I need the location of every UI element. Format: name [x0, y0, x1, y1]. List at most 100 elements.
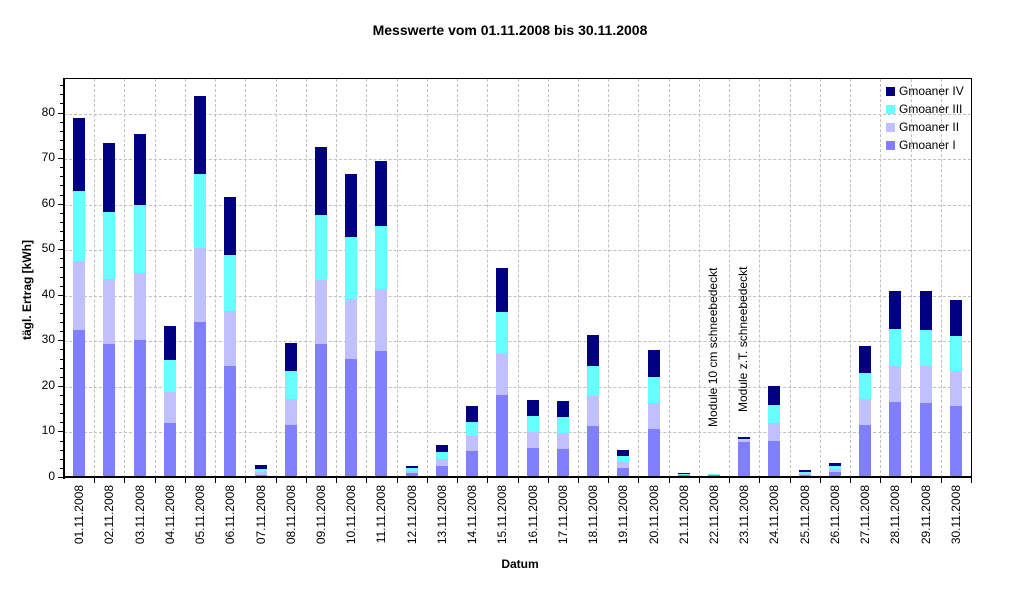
grid-line-vertical: [124, 79, 126, 478]
y-tick-minor: [60, 358, 63, 360]
bar-segment-gmoaner-iii: [194, 174, 207, 248]
bar-segment-gmoaner-i: [345, 359, 358, 478]
legend-swatch-icon: [886, 140, 895, 150]
bar-segment-gmoaner-i: [314, 344, 327, 478]
y-tick-major: [58, 431, 63, 433]
bar-segment-gmoaner-i: [73, 329, 86, 478]
bar-segment-gmoaner-i: [738, 442, 751, 478]
bar-segment-gmoaner-ii: [466, 436, 479, 452]
bar-segment-gmoaner-iv: [466, 406, 479, 422]
grid-line-vertical: [154, 79, 156, 478]
bar-segment-gmoaner-ii: [919, 365, 932, 403]
bar-segment-gmoaner-iv: [194, 95, 207, 175]
annotation-text: Module z.T. schneebedeckt: [736, 266, 751, 412]
bar-segment-gmoaner-iii: [919, 329, 932, 366]
legend-swatch-icon: [886, 104, 895, 114]
x-tick-label: 17.11.2008: [555, 485, 570, 545]
bar-segment-gmoaner-iv: [587, 334, 600, 366]
bar-segment-gmoaner-iv: [768, 385, 781, 406]
grid-line-vertical: [910, 79, 912, 478]
y-tick-label: 70: [41, 150, 55, 165]
bar-segment-gmoaner-iv: [405, 466, 418, 468]
bar-segment-gmoaner-iii: [768, 405, 781, 423]
y-tick-minor: [60, 285, 63, 287]
legend-item: Gmoaner I: [886, 136, 964, 154]
legend-swatch-icon: [886, 86, 895, 96]
x-tick: [396, 478, 398, 483]
x-tick: [577, 478, 579, 483]
y-tick-major: [58, 477, 63, 478]
y-tick-minor: [60, 458, 63, 460]
x-tick: [215, 478, 217, 483]
x-tick: [668, 478, 670, 483]
bar-segment-gmoaner-ii: [375, 288, 388, 351]
y-tick-minor: [60, 130, 63, 132]
x-tick-label: 19.11.2008: [616, 485, 631, 545]
bar-segment-gmoaner-i: [617, 467, 630, 478]
x-tick: [880, 478, 882, 483]
bar-segment-gmoaner-i: [284, 425, 297, 478]
bar-segment-gmoaner-ii: [345, 298, 358, 360]
bar-segment-gmoaner-i: [405, 472, 418, 478]
bar-segment-gmoaner-i: [919, 402, 932, 478]
bar-segment-gmoaner-i: [556, 448, 569, 478]
y-tick-major: [58, 203, 63, 205]
x-tick: [487, 478, 489, 483]
grid-line-vertical: [245, 79, 247, 478]
y-tick-minor: [60, 121, 63, 123]
bar-segment-gmoaner-iv: [314, 146, 327, 216]
bar-segment-gmoaner-ii: [163, 391, 176, 423]
x-tick: [94, 478, 96, 483]
bar-segment-gmoaner-iv: [496, 268, 509, 313]
bar-segment-gmoaner-iv: [889, 290, 902, 330]
bar-segment-gmoaner-ii: [556, 432, 569, 449]
bar-segment-gmoaner-i: [587, 426, 600, 478]
bar-segment-gmoaner-i: [889, 401, 902, 478]
bar-segment-gmoaner-iv: [798, 469, 811, 473]
bar-segment-gmoaner-iv: [345, 174, 358, 238]
bar-segment-gmoaner-i: [133, 339, 146, 478]
bar-segment-gmoaner-i: [194, 322, 207, 478]
bar-segment-gmoaner-iv: [738, 437, 751, 439]
grid-line-vertical: [487, 79, 489, 478]
x-tick: [698, 478, 700, 483]
bar-segment-gmoaner-ii: [103, 278, 116, 345]
bar-segment-gmoaner-iv: [435, 445, 448, 453]
bar-segment-gmoaner-ii: [587, 396, 600, 427]
y-tick-minor: [60, 221, 63, 223]
x-tick-label: 22.11.2008: [707, 485, 722, 545]
y-tick-minor: [60, 212, 63, 214]
y-tick-label: 50: [41, 241, 55, 256]
grid-line-vertical: [336, 79, 338, 478]
bar-segment-gmoaner-iii: [163, 359, 176, 392]
y-tick-minor: [60, 194, 63, 196]
bar-segment-gmoaner-iv: [375, 160, 388, 227]
legend-item: Gmoaner II: [886, 118, 964, 136]
grid-line-vertical: [517, 79, 519, 478]
bar-segment-gmoaner-iii: [556, 416, 569, 433]
x-tick-label: 29.11.2008: [918, 485, 933, 545]
bar-segment-gmoaner-i: [859, 425, 872, 478]
y-tick-major: [58, 385, 63, 387]
legend-swatch-icon: [886, 122, 895, 132]
x-tick: [910, 478, 912, 483]
x-tick: [759, 478, 761, 483]
bar-segment-gmoaner-iii: [435, 452, 448, 459]
bar-segment-gmoaner-iii: [828, 466, 841, 469]
bar-segment-gmoaner-i: [496, 395, 509, 478]
bar-segment-gmoaner-i: [526, 447, 539, 478]
y-tick-label: 60: [41, 195, 55, 210]
y-tick-minor: [60, 322, 63, 324]
x-tick-label: 06.11.2008: [223, 485, 238, 545]
y-tick-minor: [60, 440, 63, 442]
bar-segment-gmoaner-iv: [103, 143, 116, 212]
x-tick: [124, 478, 126, 483]
bar-segment-gmoaner-iv: [617, 450, 630, 457]
grid-line-vertical: [184, 79, 186, 478]
y-tick-label: 10: [41, 423, 55, 438]
grid-line-vertical: [577, 79, 579, 478]
x-tick: [366, 478, 368, 483]
x-tick-label: 08.11.2008: [283, 485, 298, 545]
bar-segment-gmoaner-ii: [768, 422, 781, 442]
y-tick-minor: [60, 404, 63, 406]
